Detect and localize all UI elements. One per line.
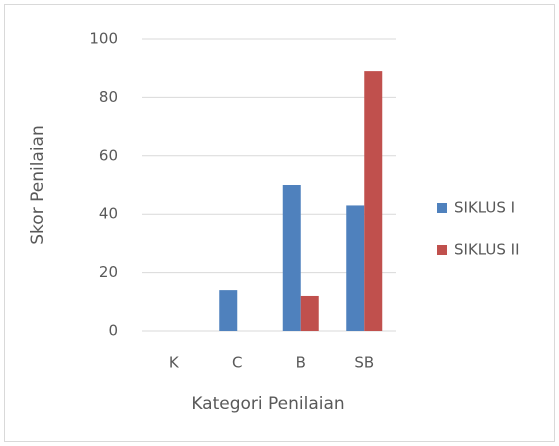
y-tick-label: 0 xyxy=(108,322,118,340)
y-tick-label: 20 xyxy=(99,263,118,281)
bar xyxy=(219,290,238,331)
y-tick-label: 80 xyxy=(99,88,118,106)
legend-label: SIKLUS I xyxy=(454,199,515,217)
y-axis-title: Skor Penilaian xyxy=(28,125,48,244)
x-tick-label: K xyxy=(169,354,180,372)
legend-label: SIKLUS II xyxy=(454,241,520,259)
y-tick-label: 100 xyxy=(89,30,118,48)
y-tick-label: 40 xyxy=(99,205,118,223)
bar xyxy=(364,71,383,332)
legend-swatch xyxy=(437,245,447,255)
chart-border xyxy=(4,4,555,442)
bar xyxy=(346,205,365,331)
bar xyxy=(300,295,319,331)
x-tick-label: B xyxy=(296,354,306,372)
x-axis-title: Kategori Penilaian xyxy=(191,394,344,414)
legend-swatch xyxy=(437,203,447,213)
bar xyxy=(282,185,301,331)
y-tick-label: 60 xyxy=(99,146,118,164)
x-tick-label: C xyxy=(232,354,242,372)
x-tick-label: SB xyxy=(354,354,374,372)
